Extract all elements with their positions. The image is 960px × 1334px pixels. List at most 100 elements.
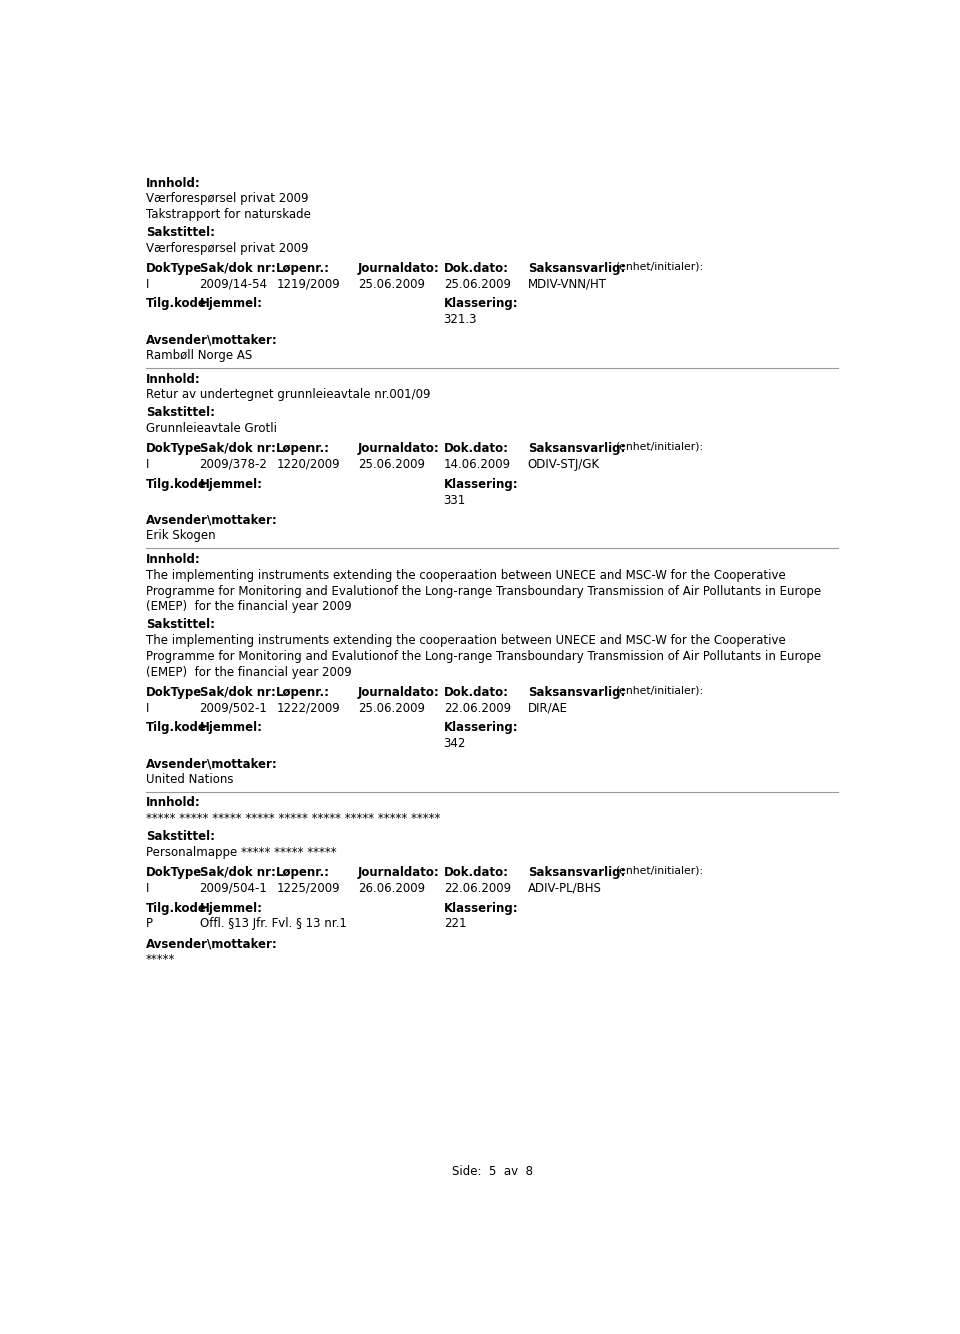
Text: Avsender\mottaker:: Avsender\mottaker: <box>146 938 277 950</box>
Text: (EMEP)  for the financial year 2009: (EMEP) for the financial year 2009 <box>146 666 351 679</box>
Text: P: P <box>146 918 153 930</box>
Text: Sak/dok nr:: Sak/dok nr: <box>200 686 276 699</box>
Text: 1219/2009: 1219/2009 <box>276 277 340 291</box>
Text: 26.06.2009: 26.06.2009 <box>358 882 425 895</box>
Text: Løpenr.:: Løpenr.: <box>276 261 330 275</box>
Text: 331: 331 <box>444 494 466 507</box>
Text: Klassering:: Klassering: <box>444 478 518 491</box>
Text: Hjemmel:: Hjemmel: <box>200 297 263 311</box>
Text: I: I <box>146 702 150 715</box>
Text: 2009/504-1: 2009/504-1 <box>200 882 268 895</box>
Text: Dok.dato:: Dok.dato: <box>444 866 509 879</box>
Text: Programme for Monitoring and Evalutionof the Long-range Transboundary Transmissi: Programme for Monitoring and Evalutionof… <box>146 584 821 598</box>
Text: Saksansvarlig:: Saksansvarlig: <box>528 686 625 699</box>
Text: Sakstittel:: Sakstittel: <box>146 830 215 843</box>
Text: ADIV-PL/BHS: ADIV-PL/BHS <box>528 882 602 895</box>
Text: Journaldato:: Journaldato: <box>358 261 440 275</box>
Text: Sakstittel:: Sakstittel: <box>146 407 215 419</box>
Text: Innhold:: Innhold: <box>146 796 201 810</box>
Text: Innhold:: Innhold: <box>146 176 201 189</box>
Text: Værforespørsel privat 2009: Værforespørsel privat 2009 <box>146 192 308 205</box>
Text: DokType: DokType <box>146 261 203 275</box>
Text: Grunnleieavtale Grotli: Grunnleieavtale Grotli <box>146 422 277 435</box>
Text: Tilg.kode: Tilg.kode <box>146 722 207 735</box>
Text: Værforespørsel privat 2009: Værforespørsel privat 2009 <box>146 241 308 255</box>
Text: I: I <box>146 458 150 471</box>
Text: Klassering:: Klassering: <box>444 297 518 311</box>
Text: 14.06.2009: 14.06.2009 <box>444 458 511 471</box>
Text: Avsender\mottaker:: Avsender\mottaker: <box>146 514 277 527</box>
Text: Hjemmel:: Hjemmel: <box>200 902 263 915</box>
Text: Journaldato:: Journaldato: <box>358 866 440 879</box>
Text: Sakstittel:: Sakstittel: <box>146 227 215 239</box>
Text: Programme for Monitoring and Evalutionof the Long-range Transboundary Transmissi: Programme for Monitoring and Evalutionof… <box>146 650 821 663</box>
Text: 221: 221 <box>444 918 467 930</box>
Text: 1225/2009: 1225/2009 <box>276 882 340 895</box>
Text: 1222/2009: 1222/2009 <box>276 702 340 715</box>
Text: Saksansvarlig:: Saksansvarlig: <box>528 442 625 455</box>
Text: 25.06.2009: 25.06.2009 <box>444 277 511 291</box>
Text: 2009/14-54: 2009/14-54 <box>200 277 268 291</box>
Text: (enhet/initialer):: (enhet/initialer): <box>614 442 703 452</box>
Text: ***** ***** ***** ***** ***** ***** ***** ***** *****: ***** ***** ***** ***** ***** ***** ****… <box>146 812 441 826</box>
Text: United Nations: United Nations <box>146 774 233 786</box>
Text: Avsender\mottaker:: Avsender\mottaker: <box>146 334 277 347</box>
Text: Løpenr.:: Løpenr.: <box>276 442 330 455</box>
Text: Retur av undertegnet grunnleieavtale nr.001/09: Retur av undertegnet grunnleieavtale nr.… <box>146 388 430 402</box>
Text: Sakstittel:: Sakstittel: <box>146 618 215 631</box>
Text: Takstrapport for naturskade: Takstrapport for naturskade <box>146 208 311 221</box>
Text: Klassering:: Klassering: <box>444 722 518 735</box>
Text: Erik Skogen: Erik Skogen <box>146 530 216 543</box>
Text: Klassering:: Klassering: <box>444 902 518 915</box>
Text: 25.06.2009: 25.06.2009 <box>358 277 425 291</box>
Text: Personalmappe ***** ***** *****: Personalmappe ***** ***** ***** <box>146 846 337 859</box>
Text: Hjemmel:: Hjemmel: <box>200 722 263 735</box>
Text: Dok.dato:: Dok.dato: <box>444 261 509 275</box>
Text: 25.06.2009: 25.06.2009 <box>358 702 425 715</box>
Text: Offl. §13 Jfr. Fvl. § 13 nr.1: Offl. §13 Jfr. Fvl. § 13 nr.1 <box>200 918 347 930</box>
Text: 25.06.2009: 25.06.2009 <box>358 458 425 471</box>
Text: Tilg.kode: Tilg.kode <box>146 478 207 491</box>
Text: Løpenr.:: Løpenr.: <box>276 686 330 699</box>
Text: Avsender\mottaker:: Avsender\mottaker: <box>146 758 277 770</box>
Text: *****: ***** <box>146 954 176 966</box>
Text: Tilg.kode: Tilg.kode <box>146 297 207 311</box>
Text: 22.06.2009: 22.06.2009 <box>444 882 511 895</box>
Text: Innhold:: Innhold: <box>146 372 201 386</box>
Text: I: I <box>146 882 150 895</box>
Text: 2009/378-2: 2009/378-2 <box>200 458 268 471</box>
Text: I: I <box>146 277 150 291</box>
Text: Sak/dok nr:: Sak/dok nr: <box>200 261 276 275</box>
Text: Saksansvarlig:: Saksansvarlig: <box>528 261 625 275</box>
Text: Dok.dato:: Dok.dato: <box>444 442 509 455</box>
Text: Løpenr.:: Løpenr.: <box>276 866 330 879</box>
Text: Sak/dok nr:: Sak/dok nr: <box>200 442 276 455</box>
Text: Tilg.kode: Tilg.kode <box>146 902 207 915</box>
Text: DIR/AE: DIR/AE <box>528 702 567 715</box>
Text: (enhet/initialer):: (enhet/initialer): <box>614 261 703 272</box>
Text: 2009/502-1: 2009/502-1 <box>200 702 268 715</box>
Text: Hjemmel:: Hjemmel: <box>200 478 263 491</box>
Text: DokType: DokType <box>146 442 203 455</box>
Text: Rambøll Norge AS: Rambøll Norge AS <box>146 350 252 363</box>
Text: Innhold:: Innhold: <box>146 552 201 566</box>
Text: DokType: DokType <box>146 686 203 699</box>
Text: Journaldato:: Journaldato: <box>358 442 440 455</box>
Text: (enhet/initialer):: (enhet/initialer): <box>614 686 703 695</box>
Text: The implementing instruments extending the cooperaation between UNECE and MSC-W : The implementing instruments extending t… <box>146 634 786 647</box>
Text: 22.06.2009: 22.06.2009 <box>444 702 511 715</box>
Text: Side:  5  av  8: Side: 5 av 8 <box>451 1165 533 1178</box>
Text: ODIV-STJ/GK: ODIV-STJ/GK <box>528 458 600 471</box>
Text: (enhet/initialer):: (enhet/initialer): <box>614 866 703 875</box>
Text: 321.3: 321.3 <box>444 313 477 327</box>
Text: MDIV-VNN/HT: MDIV-VNN/HT <box>528 277 607 291</box>
Text: (EMEP)  for the financial year 2009: (EMEP) for the financial year 2009 <box>146 600 351 614</box>
Text: Dok.dato:: Dok.dato: <box>444 686 509 699</box>
Text: DokType: DokType <box>146 866 203 879</box>
Text: Saksansvarlig:: Saksansvarlig: <box>528 866 625 879</box>
Text: The implementing instruments extending the cooperaation between UNECE and MSC-W : The implementing instruments extending t… <box>146 568 786 582</box>
Text: 1220/2009: 1220/2009 <box>276 458 340 471</box>
Text: 342: 342 <box>444 738 466 750</box>
Text: Sak/dok nr:: Sak/dok nr: <box>200 866 276 879</box>
Text: Journaldato:: Journaldato: <box>358 686 440 699</box>
